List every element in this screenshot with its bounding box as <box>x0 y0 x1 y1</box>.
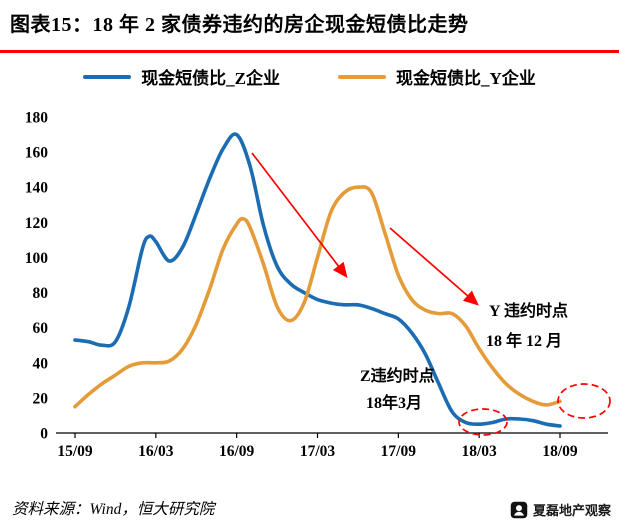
legend-label-y: 现金短债比_Y企业 <box>396 69 536 88</box>
line-chart: 0 20 40 60 80 100 120 140 160 180 15/09 16/03 16/09 1… <box>25 110 611 460</box>
y-tick-label: 60 <box>33 320 49 337</box>
y-tick-label: 20 <box>33 390 49 407</box>
arrow-to-y-default <box>389 227 479 306</box>
figure-title: 图表15：18 年 2 家债券违约的房企现金短债比走势 <box>10 14 469 36</box>
title-divider <box>0 50 619 53</box>
highlight-ellipse-z <box>458 408 508 436</box>
brand-logo: 夏磊地产观察 <box>510 500 611 519</box>
x-tick-label: 17/03 <box>300 443 336 460</box>
z-default-label-line1: Z违约时点 <box>360 366 435 385</box>
y-tick-label: 120 <box>25 215 49 232</box>
brand-name: 夏磊地产观察 <box>532 503 611 518</box>
axes: 0 20 40 60 80 100 120 140 160 180 15/09 16/03 16/09 1… <box>25 110 608 460</box>
x-tick-label: 18/09 <box>542 443 578 460</box>
legend-line-swatch-z <box>83 74 132 79</box>
legend-label-z: 现金短债比_Z企业 <box>141 69 281 88</box>
brand-logo-icon <box>510 501 528 518</box>
series-line-z <box>73 132 562 428</box>
y-default-label-line1: Y 违约时点 <box>489 301 568 320</box>
series-line-y <box>73 185 562 409</box>
annotations-layer: Z违约时点 18年3月 Y 违约时点 18 年 12 月 <box>251 152 611 436</box>
arrow-to-z-default <box>251 152 348 279</box>
y-tick-label: 80 <box>33 285 49 302</box>
y-tick-label: 0 <box>40 426 48 443</box>
x-tick-label: 16/03 <box>138 443 174 460</box>
y-default-label-line2: 18 年 12 月 <box>486 331 562 350</box>
series-lines <box>73 132 562 428</box>
x-tick-label: 16/09 <box>219 443 255 460</box>
chart-legend: 现金短债比_Z企业 现金短债比_Y企业 <box>0 64 619 89</box>
source-note: 资料来源：Wind，恒大研究院 <box>12 501 215 518</box>
legend-item-y: 现金短债比_Y企业 <box>338 64 536 89</box>
z-default-label-line2: 18年3月 <box>366 393 422 412</box>
x-tick-label: 18/03 <box>462 443 498 460</box>
highlight-ellipse-y <box>557 383 611 419</box>
y-tick-label: 100 <box>25 250 49 267</box>
legend-line-swatch-y <box>338 74 387 79</box>
x-tick-label: 17/09 <box>381 443 417 460</box>
x-tick-label: 15/09 <box>57 443 93 460</box>
y-tick-label: 180 <box>25 110 49 127</box>
legend-item-z: 现金短债比_Z企业 <box>83 64 280 89</box>
y-tick-label: 40 <box>33 355 49 372</box>
y-tick-label: 160 <box>25 145 49 162</box>
y-tick-label: 140 <box>25 180 49 197</box>
